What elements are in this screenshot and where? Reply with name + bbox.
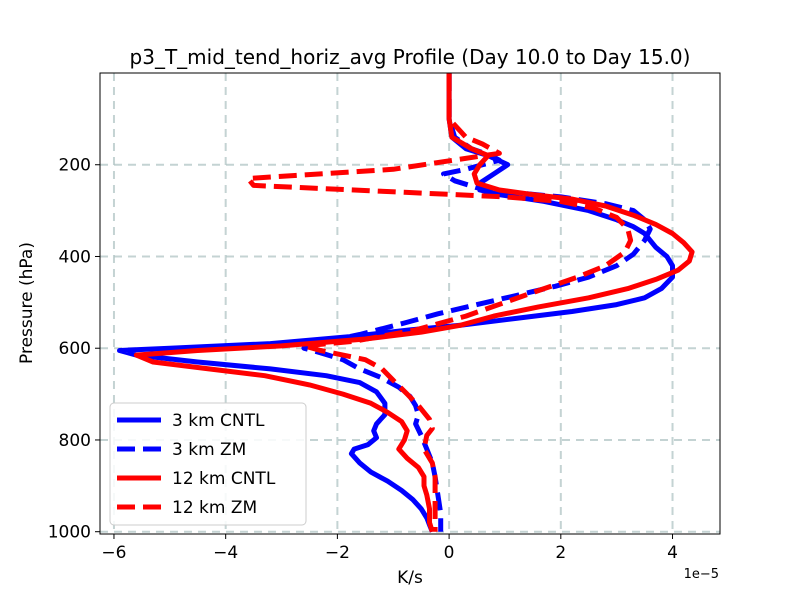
- y-tick-label: 200: [59, 156, 91, 176]
- legend-box: [109, 402, 307, 526]
- y-tick-label: 800: [59, 431, 91, 451]
- y-axis-label: Pressure (hPa): [17, 242, 37, 364]
- x-tick-label: −4: [213, 543, 238, 563]
- series-layer: [117, 73, 695, 533]
- legend-label: 12 km ZM: [172, 498, 257, 518]
- series-line-12-km-zm: [245, 73, 634, 532]
- x-tick-label: −6: [101, 543, 126, 563]
- legend-label: 3 km ZM: [172, 440, 246, 460]
- x-tick-label: 2: [555, 543, 566, 563]
- legend: 3 km CNTL 3 km ZM 12 km CNTL 12 km ZM: [109, 402, 307, 526]
- x-scale-offset: 1e−5: [684, 567, 719, 582]
- x-axis-label: K/s: [397, 568, 423, 588]
- x-tick-label: 4: [667, 543, 678, 563]
- legend-label: 3 km CNTL: [172, 411, 265, 431]
- chart-title: p3_T_mid_tend_horiz_avg Profile (Day 10.…: [130, 45, 691, 69]
- y-tick-label: 400: [59, 247, 91, 267]
- y-tick-label: 600: [59, 339, 91, 359]
- ticks-layer: −6 −4 −2 0 2 4 200 400 600 800 1000: [48, 156, 678, 563]
- legend-label: 12 km CNTL: [172, 469, 276, 489]
- x-tick-label: 0: [444, 543, 455, 563]
- plot-frame: [99, 72, 721, 535]
- series-line-12-km-cntl: [133, 73, 695, 533]
- y-tick-label: 1000: [48, 523, 91, 543]
- x-tick-label: −2: [325, 543, 350, 563]
